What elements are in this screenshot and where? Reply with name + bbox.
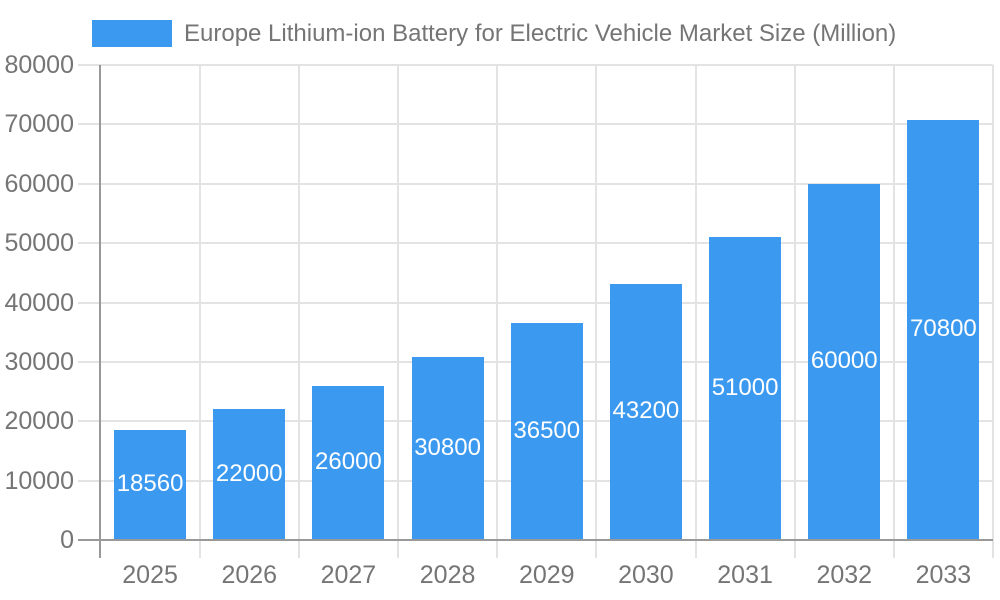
bar-value-label: 26000 (315, 448, 382, 476)
x-axis-tick-label: 2027 (320, 561, 377, 589)
bar[interactable]: 51000 (709, 237, 782, 539)
bar-value-label: 36500 (513, 417, 581, 445)
bar-value-label: 70800 (910, 315, 977, 343)
y-axis-tick-label: 20000 (4, 407, 74, 436)
gridline-vertical (694, 65, 697, 558)
gridline-horizontal (78, 64, 993, 66)
gridline-vertical (198, 65, 201, 558)
gridline-vertical (793, 65, 796, 558)
y-axis-line (99, 65, 101, 558)
gridline-horizontal (78, 123, 993, 126)
bar[interactable]: 18560 (114, 429, 187, 539)
y-axis-tick-label: 10000 (4, 466, 74, 495)
bar[interactable]: 26000 (312, 385, 385, 539)
x-axis-line (78, 538, 993, 541)
x-axis-tick-label: 2029 (518, 561, 575, 589)
gridline-vertical (496, 65, 499, 558)
gridline-vertical (397, 65, 399, 558)
y-axis-tick-label: 50000 (4, 229, 74, 258)
bar-value-label: 18560 (116, 470, 184, 498)
legend-label: Europe Lithium-ion Battery for Electric … (184, 20, 897, 47)
x-axis-tick-label: 2031 (717, 561, 773, 589)
x-axis-tick-label: 2030 (618, 561, 674, 589)
x-axis-tick-label: 2028 (419, 561, 476, 589)
legend-swatch (92, 20, 172, 47)
bar[interactable]: 60000 (808, 183, 881, 539)
bar-value-label: 22000 (215, 460, 283, 488)
y-axis-tick-label: 80000 (4, 51, 74, 79)
bar[interactable]: 43200 (609, 283, 682, 539)
y-axis-tick-label: 60000 (4, 169, 74, 198)
gridline-horizontal (78, 301, 993, 304)
chart-legend[interactable]: Europe Lithium-ion Battery for Electric … (92, 20, 896, 47)
gridline-horizontal (78, 182, 993, 185)
bar-value-label: 51000 (711, 374, 779, 402)
x-axis-tick-label: 2032 (816, 561, 873, 589)
y-axis-tick-label: 70000 (4, 110, 74, 139)
y-axis-tick-label: 40000 (4, 288, 74, 317)
y-axis-tick-label: 0 (60, 526, 74, 554)
gridline-vertical (595, 65, 598, 558)
y-axis-tick-label: 30000 (4, 347, 74, 376)
bar-value-label: 60000 (810, 347, 878, 375)
bar[interactable]: 70800 (907, 119, 980, 539)
gridline-vertical (297, 65, 300, 558)
bar-value-label: 43200 (612, 397, 680, 425)
x-axis-tick-label: 2026 (221, 561, 278, 589)
x-axis-tick-label: 2033 (915, 561, 972, 589)
bar[interactable]: 22000 (213, 409, 286, 539)
gridline-horizontal (78, 242, 993, 245)
gridline-vertical (992, 65, 994, 558)
bar-value-label: 30800 (414, 434, 481, 462)
bar[interactable]: 36500 (510, 323, 583, 539)
bar[interactable]: 30800 (411, 357, 484, 539)
x-axis-tick-label: 2025 (122, 561, 178, 589)
gridline-vertical (892, 65, 895, 558)
